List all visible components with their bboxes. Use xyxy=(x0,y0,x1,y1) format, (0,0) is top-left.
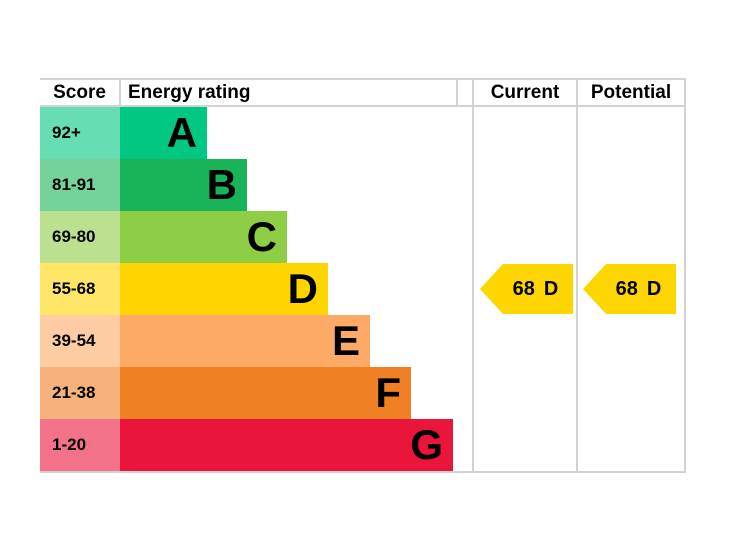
band-bar: G xyxy=(120,419,453,471)
band-letter: E xyxy=(331,317,360,364)
band-row-c: 69-80 C xyxy=(40,211,287,263)
header-bottom-border xyxy=(40,105,685,107)
potential-rating-band: D xyxy=(646,277,662,300)
current-column-left-border xyxy=(472,78,474,473)
potential-rating-value: 68 xyxy=(615,277,638,300)
band-score-range: 69-80 xyxy=(40,211,120,263)
table-bottom-border xyxy=(40,471,685,473)
potential-column-header: Potential xyxy=(590,82,672,103)
band-bar: D xyxy=(120,263,328,315)
band-score-range: 92+ xyxy=(40,107,120,159)
band-letter: G xyxy=(410,421,443,468)
band-letter: D xyxy=(287,265,318,312)
band-letter: F xyxy=(375,369,401,416)
potential-rating-arrow: 68 D xyxy=(583,264,676,314)
score-column-header: Score xyxy=(53,82,106,103)
band-row-a: 92+ A xyxy=(40,107,207,159)
current-rating-band: D xyxy=(543,277,559,300)
band-letter: B xyxy=(206,161,237,208)
band-bar: A xyxy=(120,107,207,159)
band-score-range: 81-91 xyxy=(40,159,120,211)
band-bar: B xyxy=(120,159,247,211)
score-header-divider xyxy=(119,80,121,105)
band-letter: A xyxy=(166,109,197,156)
band-bar: E xyxy=(120,315,370,367)
current-potential-divider xyxy=(576,78,578,473)
band-score-range: 1-20 xyxy=(40,419,120,471)
band-letter: C xyxy=(246,213,277,260)
rating-header-right-divider xyxy=(456,80,458,105)
current-rating-arrow: 68 D xyxy=(480,264,573,314)
energy-rating-column-header: Energy rating xyxy=(128,82,251,103)
potential-column-right-border xyxy=(684,78,686,473)
band-row-e: 39-54 E xyxy=(40,315,370,367)
table-top-border xyxy=(40,78,685,80)
band-bar: F xyxy=(120,367,411,419)
band-score-range: 55-68 xyxy=(40,263,120,315)
current-rating-value: 68 xyxy=(512,277,535,300)
band-row-f: 21-38 F xyxy=(40,367,411,419)
band-row-b: 81-91 B xyxy=(40,159,247,211)
band-row-d: 55-68 D xyxy=(40,263,328,315)
band-score-range: 39-54 xyxy=(40,315,120,367)
band-row-g: 1-20 G xyxy=(40,419,453,471)
current-column-header: Current xyxy=(490,82,560,103)
band-score-range: 21-38 xyxy=(40,367,120,419)
band-bar: C xyxy=(120,211,287,263)
